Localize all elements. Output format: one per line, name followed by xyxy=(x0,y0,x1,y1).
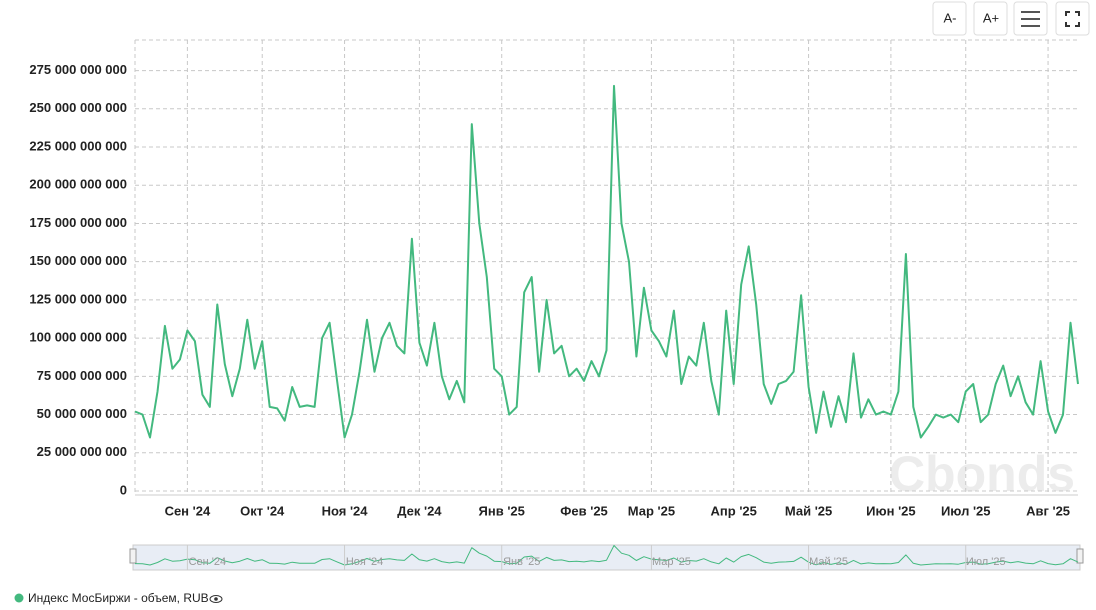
y-tick-label: 275 000 000 000 xyxy=(29,62,127,77)
navigator-label: Май '25 xyxy=(809,556,848,568)
x-tick-label: Фев '25 xyxy=(560,503,607,518)
menu-icon xyxy=(1021,11,1040,27)
toolbar: A- A+ xyxy=(932,1,1090,36)
font-larger-button[interactable] xyxy=(973,1,1008,36)
navigator-label: Янв '25 xyxy=(503,556,540,568)
x-tick-label: Ноя '24 xyxy=(322,503,369,518)
navigator-label: Сен '24 xyxy=(189,556,227,568)
y-tick-label: 75 000 000 000 xyxy=(37,368,127,383)
x-tick-label: Сен '24 xyxy=(165,503,211,518)
y-tick-label: 150 000 000 000 xyxy=(29,253,127,268)
watermark: Cbonds xyxy=(889,446,1075,502)
y-tick-label: 175 000 000 000 xyxy=(29,215,127,230)
y-tick-label: 0 xyxy=(120,482,127,497)
x-tick-label: Дек '24 xyxy=(397,503,442,518)
x-tick-label: Мар '25 xyxy=(628,503,675,518)
navigator-label: Июл '25 xyxy=(966,556,1006,568)
y-tick-label: 225 000 000 000 xyxy=(29,138,127,153)
series-line xyxy=(134,84,1079,439)
font-smaller-button[interactable] xyxy=(932,1,967,36)
legend-label[interactable]: Индекс МосБиржи - объем, RUB xyxy=(28,591,209,605)
navigator-window[interactable] xyxy=(132,544,1081,571)
button-label: A+ xyxy=(983,10,999,25)
y-tick-label: 200 000 000 000 xyxy=(29,177,127,192)
navigator-label: Мар '25 xyxy=(652,556,691,568)
navigator-label: Ноя '24 xyxy=(346,556,383,568)
button-label: A- xyxy=(944,10,957,25)
y-tick-label: 100 000 000 000 xyxy=(29,330,127,345)
x-tick-label: Июл '25 xyxy=(941,503,991,518)
x-tick-label: Июн '25 xyxy=(866,503,915,518)
fullscreen-icon xyxy=(1065,11,1080,27)
x-tick-label: Окт '24 xyxy=(240,503,285,518)
navigator-handle[interactable] xyxy=(129,548,137,564)
eye-icon[interactable] xyxy=(209,595,223,603)
navigator[interactable] xyxy=(129,544,1084,571)
x-tick-label: Апр '25 xyxy=(711,503,757,518)
navigator-line xyxy=(134,545,1079,566)
x-tick-label: Май '25 xyxy=(785,503,832,518)
navigator-handle[interactable] xyxy=(1076,548,1084,564)
legend-swatch xyxy=(14,593,24,603)
x-tick-label: Авг '25 xyxy=(1026,503,1070,518)
x-tick-label: Янв '25 xyxy=(479,503,525,518)
fullscreen-button[interactable] xyxy=(1055,1,1090,36)
y-tick-label: 250 000 000 000 xyxy=(29,100,127,115)
y-tick-label: 25 000 000 000 xyxy=(37,444,127,459)
y-tick-label: 50 000 000 000 xyxy=(37,406,127,421)
y-tick-label: 125 000 000 000 xyxy=(29,291,127,306)
